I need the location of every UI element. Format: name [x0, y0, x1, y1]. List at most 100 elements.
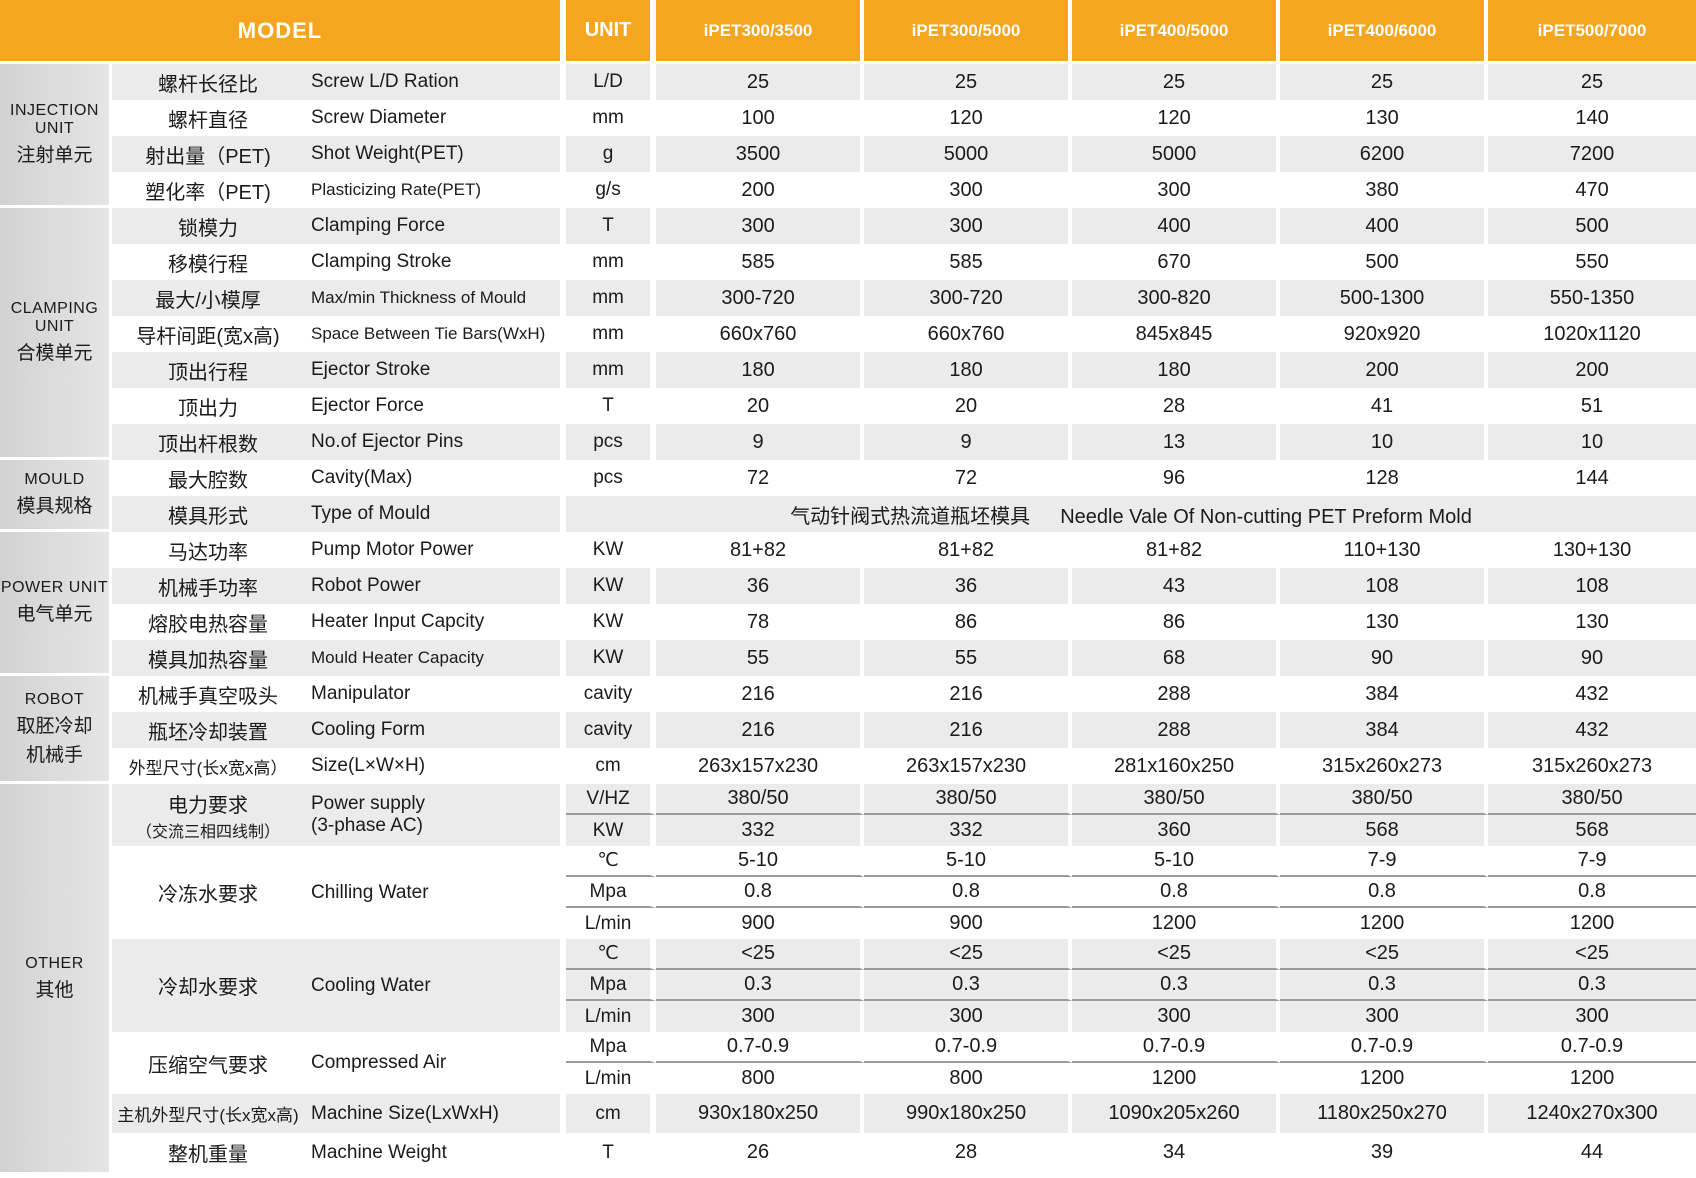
value-cell: 1240x270x300	[1488, 1094, 1696, 1133]
unit-cell: g/s	[566, 172, 657, 208]
unit-cell: KW	[566, 568, 657, 604]
en-label: Manipulator	[304, 676, 567, 712]
zh-label: 模具形式	[112, 496, 304, 532]
value-cell: 7-9	[1280, 846, 1489, 877]
value-cell: 800	[656, 1063, 865, 1094]
unit-cell: cavity	[566, 676, 657, 712]
value-cell: 0.3	[1280, 970, 1489, 1001]
unit-cell: L/min	[566, 1001, 657, 1032]
value-cell: 25	[864, 64, 1073, 100]
spec-row: L/min 300 300 300 300 300	[0, 1001, 1696, 1032]
value-cell: 845x845	[1072, 316, 1281, 352]
value-cell: 0.7-0.9	[656, 1032, 865, 1063]
zh-label: 顶出杆根数	[112, 424, 304, 460]
value-cell: 300	[864, 172, 1073, 208]
zh-label: 移模行程	[112, 244, 304, 280]
value-cell: <25	[656, 939, 865, 970]
group-power-unit: POWER UNIT 电气单元	[0, 532, 112, 676]
group-label-en: OTHER	[25, 954, 84, 972]
value-cell: 216	[656, 676, 865, 712]
spec-row: 瓶坯冷却装置 Cooling Form cavity 216 216 288 3…	[0, 712, 1696, 748]
spec-row: 熔胶电热容量 Heater Input Capcity KW 78 86 86 …	[0, 604, 1696, 640]
value-cell: 72	[656, 460, 865, 496]
value-cell: 0.8	[864, 877, 1073, 908]
value-cell: 380/50	[864, 784, 1073, 815]
value-cell: 6200	[1280, 136, 1489, 172]
value-cell: 1200	[1072, 908, 1281, 939]
value-cell: 500-1300	[1280, 280, 1489, 316]
value-cell: 900	[864, 908, 1073, 939]
value-cell: 10	[1280, 424, 1489, 460]
value-cell: 72	[864, 460, 1073, 496]
value-cell: 180	[1072, 352, 1281, 388]
unit-cell: KW	[566, 815, 657, 846]
group-label-en: ROBOT	[24, 690, 85, 708]
zh-label: 马达功率	[112, 532, 304, 568]
value-cell: 120	[864, 100, 1073, 136]
zh-label: 压缩空气要求	[112, 1032, 304, 1094]
value-cell: 0.8	[656, 877, 865, 908]
en-label: Power supply (3-phase AC)	[304, 784, 567, 846]
value-cell: 300	[656, 208, 865, 244]
spec-row: 顶出杆根数 No.of Ejector Pins pcs 9 9 13 10 1…	[0, 424, 1696, 460]
en-label: Shot Weight(PET)	[304, 136, 567, 172]
model-col-header: iPET500/7000	[1488, 0, 1696, 64]
value-cell: 200	[1280, 352, 1489, 388]
zh-label: 机械手功率	[112, 568, 304, 604]
group-label-zh: 注射单元	[16, 145, 93, 166]
value-cell: 380/50	[1072, 784, 1281, 815]
value-cell: <25	[1488, 939, 1696, 970]
group-label-en: CLAMPING UNIT	[10, 300, 99, 335]
value-cell: 180	[864, 352, 1073, 388]
spec-row: Mpa 0.8 0.8 0.8 0.8 0.8	[0, 877, 1696, 908]
en-label: Cooling Water	[304, 939, 567, 1032]
value-cell: 0.8	[1488, 877, 1696, 908]
value-cell: 81+82	[864, 532, 1073, 568]
en-label: Ejector Force	[304, 388, 567, 424]
group-label-zh: 取胚冷却	[16, 715, 93, 737]
spec-row: Mpa 0.3 0.3 0.3 0.3 0.3	[0, 970, 1696, 1001]
value-cell: 920x920	[1280, 316, 1489, 352]
value-cell: 110+130	[1280, 532, 1489, 568]
en-label: Clamping Force	[304, 208, 567, 244]
zh-label: 电力要求 （交流三相四线制）	[112, 784, 304, 846]
en-label: Ejector Stroke	[304, 352, 567, 388]
value-cell: 25	[1488, 64, 1696, 100]
en-label: Heater Input Capcity	[304, 604, 567, 640]
unit-cell: mm	[566, 352, 657, 388]
value-cell: 300	[864, 208, 1073, 244]
value-cell: 263x157x230	[864, 748, 1073, 784]
spec-row: 冷冻水要求 Chilling Water ℃ 5-10 5-10 5-10 7-…	[0, 846, 1696, 939]
value-cell: 1200	[1488, 1063, 1696, 1094]
value-cell: 300-720	[864, 280, 1073, 316]
value-cell: 1020x1120	[1488, 316, 1696, 352]
value-cell: 5000	[864, 136, 1073, 172]
value-cell: 90	[1488, 640, 1696, 676]
value-cell: 3500	[656, 136, 865, 172]
value-cell: 34	[1072, 1133, 1281, 1172]
value-cell: 108	[1280, 568, 1489, 604]
unit-cell: Mpa	[566, 970, 657, 1001]
value-cell: 0.3	[1072, 970, 1281, 1001]
unit-cell: Mpa	[566, 877, 657, 908]
value-cell: 44	[1488, 1133, 1696, 1172]
value-cell: 0.8	[1072, 877, 1281, 908]
spec-row: INJECTION UNIT 注射单元 螺杆长径比 Screw L/D Rati…	[0, 64, 1696, 208]
model-header: MODEL	[0, 0, 567, 64]
zh-label: 机械手真空吸头	[112, 676, 304, 712]
value-cell: 380	[1280, 172, 1489, 208]
en-label: Max/min Thickness of Mould	[304, 280, 567, 316]
value-cell: 300	[1072, 1001, 1281, 1032]
value-cell: 670	[1072, 244, 1281, 280]
value-cell: 432	[1488, 712, 1696, 748]
value-cell: 300	[864, 1001, 1073, 1032]
value-cell: 9	[656, 424, 865, 460]
value-cell: 130	[1280, 604, 1489, 640]
value-cell: 81+82	[1072, 532, 1281, 568]
value-cell: 1200	[1488, 908, 1696, 939]
spec-row: POWER UNIT 电气单元 马达功率 Pump Motor Power KW…	[0, 532, 1696, 676]
value-cell: 36	[864, 568, 1073, 604]
unit-cell: T	[566, 388, 657, 424]
unit-cell: L/D	[566, 64, 657, 100]
spec-row: CLAMPING UNIT 合模单元 锁模力 Clamping Force T …	[0, 208, 1696, 460]
